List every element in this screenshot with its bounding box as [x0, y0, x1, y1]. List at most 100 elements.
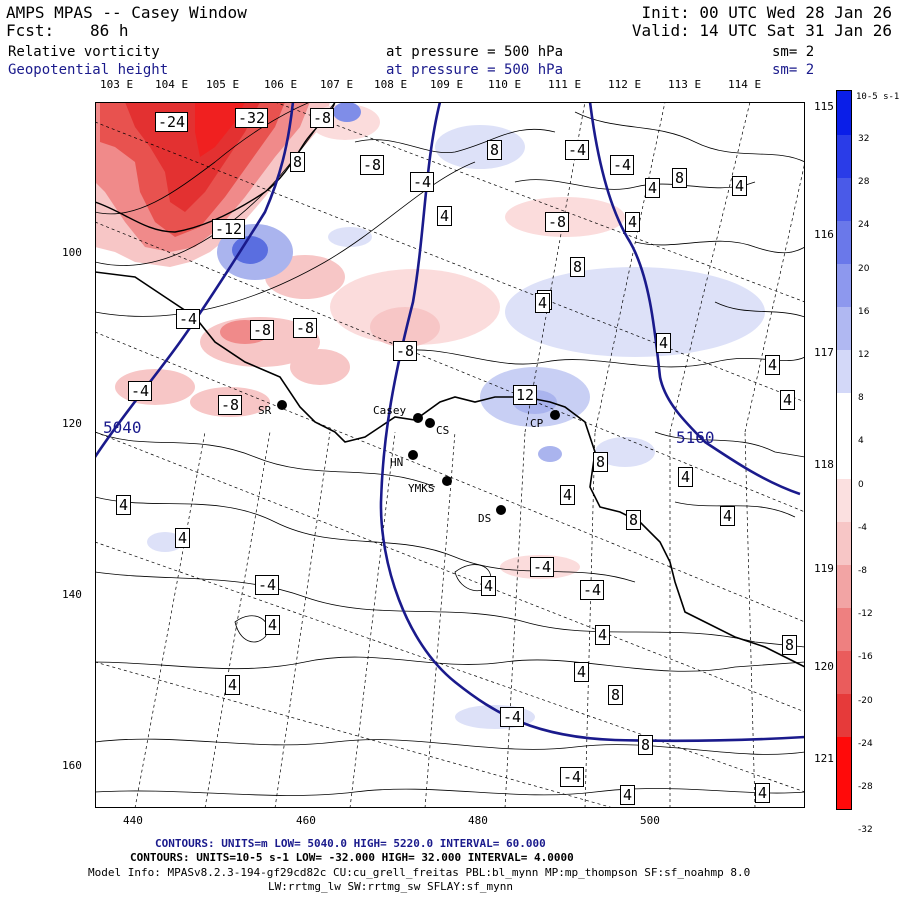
station-label-ymks: YMKS: [408, 482, 435, 495]
footer-physics-info: LW:rrtmg_lw SW:rrtmg_sw SFLAY:sf_mynn: [268, 880, 514, 893]
lon-label: 104 E: [155, 78, 189, 91]
colorbar-tick-label: 16: [858, 306, 870, 317]
colorbar-tick-label: 20: [858, 263, 870, 274]
colorbar-tick-label: 24: [858, 220, 870, 231]
contour-value-box: -4: [560, 767, 585, 787]
contour-value-box: 4: [265, 615, 281, 635]
contour-value-box: -4: [565, 140, 590, 160]
var2-smoothing: sm= 2: [772, 62, 815, 78]
colorbar-tick-label: 28: [858, 177, 870, 188]
colorbar-tick-label: 12: [858, 350, 870, 360]
station-dot-casey: [413, 413, 423, 423]
station-label-casey: Casey: [373, 404, 407, 417]
colorbar-tick-label: -28: [858, 782, 873, 792]
lon-label: 106 E: [264, 78, 298, 91]
contour-value-box: 4: [175, 528, 191, 548]
var1-smoothing: sm= 2: [772, 44, 815, 60]
colorbar-tick-label: 8: [858, 393, 864, 404]
contour-value-box: 8: [570, 257, 586, 277]
forecast-hour: 86 h: [90, 21, 129, 40]
y-tick: 140: [62, 588, 82, 601]
contour-value-box: 8: [626, 510, 642, 530]
contour-value-box: -4: [530, 557, 555, 577]
footer-model-info: Model Info: MPASv8.2.3-194-gf29cd82c CU:…: [88, 866, 751, 879]
contour-value-box: 8: [290, 152, 306, 172]
contour-value-box: 4: [225, 675, 241, 695]
contour-value-box: 4: [574, 662, 590, 682]
contour-value-box: -4: [255, 575, 280, 595]
map-title: AMPS MPAS -- Casey Window: [6, 3, 247, 22]
contour-value-box: 4: [656, 333, 672, 353]
station-label-sr: SR: [258, 404, 272, 417]
colorbar-tick-label: -24: [858, 738, 873, 749]
contour-value-box: 4: [678, 467, 694, 487]
contour-value-box: 4: [765, 355, 781, 375]
contour-value-box: 4: [625, 212, 641, 232]
colorbar-tick-label: -16: [858, 652, 873, 663]
station-label-cs: CS: [436, 424, 450, 437]
lon-label: 114 E: [728, 78, 762, 91]
contour-value-box: -4: [176, 309, 201, 329]
station-label-cp: CP: [530, 417, 544, 430]
contour-value-box: -32: [235, 108, 269, 128]
lon-label: 107 E: [320, 78, 354, 91]
contour-value-box: 8: [608, 685, 624, 705]
contour-value-box: -4: [128, 381, 153, 401]
lon-label: 105 E: [206, 78, 240, 91]
var2-level: at pressure = 500 hPa: [386, 62, 564, 78]
contour-value-box: 4: [755, 783, 771, 803]
height-label-east: 5160: [676, 428, 715, 447]
station-dot-ymks: [442, 476, 452, 486]
lon-label: 112 E: [608, 78, 642, 91]
contour-value-box: -8: [218, 395, 243, 415]
contour-value-box: -4: [610, 155, 635, 175]
contour-value-box: -8: [293, 318, 318, 338]
contour-value-box: 4: [595, 625, 611, 645]
y-tick: 100: [62, 246, 82, 259]
contour-value-box: -8: [310, 108, 335, 128]
lon-label: 108 E: [374, 78, 408, 91]
colorbar-tick-label: 32: [858, 134, 870, 144]
contour-value-box: -24: [155, 112, 189, 132]
lon-label: 111 E: [548, 78, 582, 91]
contour-value-box: -4: [580, 580, 605, 600]
contour-value-box: 8: [487, 140, 503, 160]
contour-value-box: 8: [593, 452, 609, 472]
x-tick: 500: [640, 814, 660, 827]
contour-value-box: 4: [620, 785, 636, 805]
y-tick: 160: [62, 759, 82, 772]
height-label-west: 5040: [103, 418, 142, 437]
contour-value-box: -8: [545, 212, 570, 232]
lon-label: 113 E: [668, 78, 702, 91]
contour-value-box: -12: [212, 219, 246, 239]
colorbar-tick-label: -32: [858, 825, 873, 836]
contour-value-box: 4: [535, 293, 551, 313]
colorbar-tick-label: -8: [858, 566, 867, 576]
contour-value-box: 8: [638, 735, 654, 755]
coastline-north: [95, 102, 336, 233]
station-dot-cp: [550, 410, 560, 420]
x-tick: 460: [296, 814, 316, 827]
station-label-hn: HN: [390, 456, 404, 469]
coastline: [95, 271, 805, 668]
station-dot-sr: [277, 400, 287, 410]
contour-value-box: 4: [481, 576, 497, 596]
contour-value-box: 4: [720, 506, 736, 526]
lat-lon-grid: [95, 102, 805, 808]
lon-label: 110 E: [488, 78, 522, 91]
init-time: Init: 00 UTC Wed 28 Jan 26: [641, 3, 892, 22]
contour-value-box: -8: [393, 341, 418, 361]
lon-label: 109 E: [430, 78, 464, 91]
colorbar-tick-label: -12: [858, 609, 873, 620]
contour-value-box: -4: [500, 707, 525, 727]
contour-value-box: 4: [437, 206, 453, 226]
colorbar-tick-label: 4: [858, 436, 864, 447]
contour-value-box: 4: [560, 485, 576, 505]
colorbar-tick-label: 0: [858, 479, 864, 490]
contour-value-box: 8: [782, 635, 798, 655]
station-label-ds: DS: [478, 512, 492, 525]
var2-name: Geopotential height: [8, 62, 169, 78]
contour-value-box: -8: [250, 320, 275, 340]
station-dot-hn: [408, 450, 418, 460]
colorbar-scale: [836, 90, 852, 810]
